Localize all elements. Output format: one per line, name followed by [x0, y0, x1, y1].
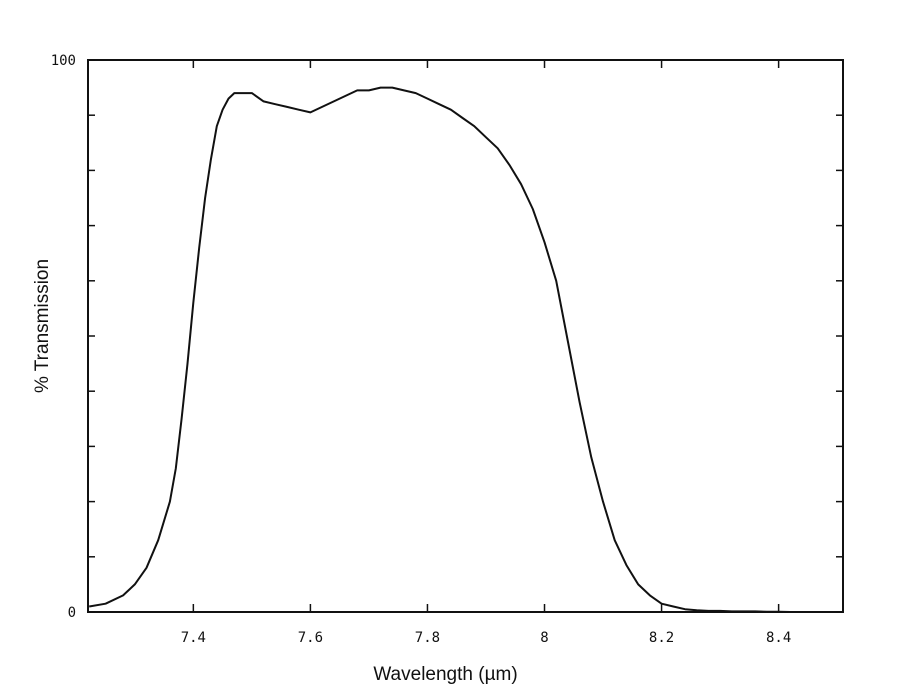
y-axis-title: % Transmission: [32, 259, 53, 393]
x-tick-label: 7.8: [415, 630, 440, 646]
y-tick-label: 0: [68, 605, 76, 621]
x-tick-label: 7.6: [298, 630, 323, 646]
x-axis-ticks: 7.4 7.6 7.8 8 8.2 8.4: [181, 60, 791, 646]
x-tick-label: 8.4: [766, 630, 791, 646]
y-tick-label: 100: [51, 53, 76, 69]
plot-frame: [87, 59, 844, 613]
y-axis-ticks: 0 100: [51, 53, 843, 621]
x-tick-label: 7.4: [181, 630, 206, 646]
transmission-series-line: [89, 86, 802, 613]
x-axis-title: Wavelength (µm): [373, 664, 517, 685]
x-tick-label: 8: [540, 630, 548, 646]
x-tick-label: 8.2: [649, 630, 674, 646]
